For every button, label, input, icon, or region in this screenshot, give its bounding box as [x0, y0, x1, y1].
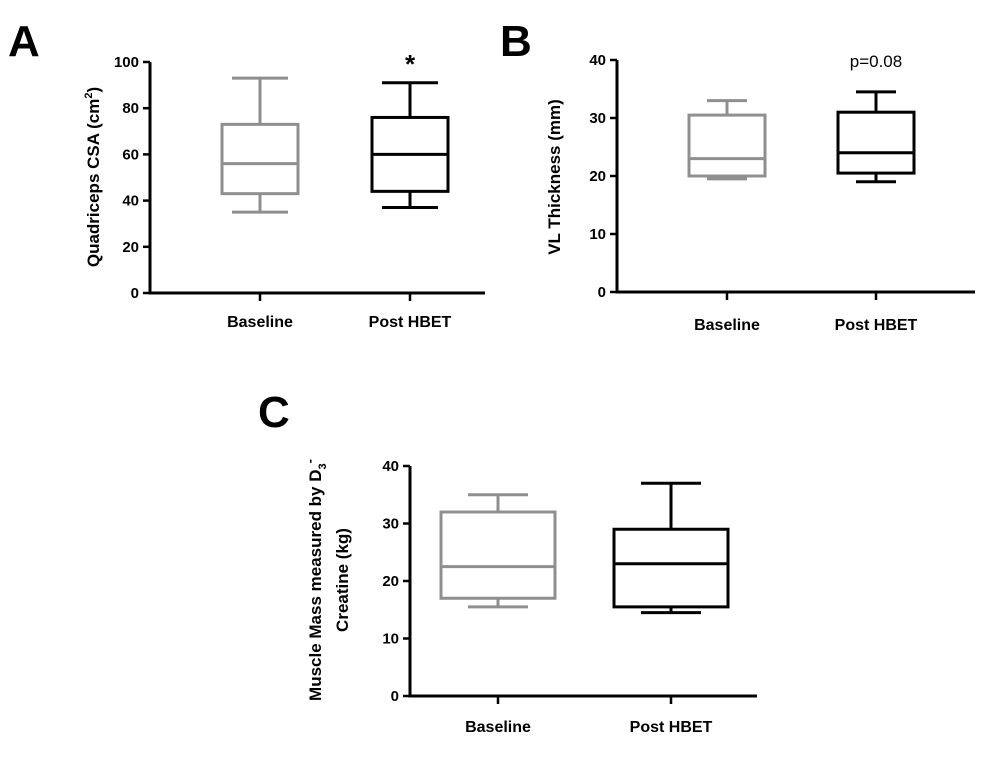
- panel-b-y-tick-label: 20: [589, 168, 606, 185]
- panel-b-axes: 0 10 20 30 40: [589, 52, 975, 301]
- panel-letter-a: A: [8, 17, 40, 66]
- iqr-box: [220, 122, 300, 196]
- panel-c-y-tick-label: 30: [382, 516, 399, 533]
- panel-letter-c: C: [258, 388, 290, 437]
- panel-c-category-label-baseline: Baseline: [465, 719, 531, 736]
- panel-b-category-label-baseline: Baseline: [694, 317, 760, 334]
- panel-a-significance-annotation: *: [405, 49, 416, 79]
- panel-c-boxes: [439, 481, 730, 615]
- panel-b-box-post-hbet: [836, 90, 916, 184]
- iqr-box: [439, 510, 557, 600]
- panel-a-y-tick-label: 80: [122, 100, 139, 117]
- panel-a-y-tick-label: 20: [122, 239, 139, 256]
- panel-c-y-tick-label: 20: [382, 573, 399, 590]
- panel-a-boxes: [220, 76, 450, 214]
- panel-a-y-tick-label: 60: [122, 146, 139, 163]
- panel-a-y-axis-title: Quadriceps CSA (cm2): [83, 87, 103, 267]
- panel-c-box-baseline: [439, 493, 557, 609]
- panel-a-y-tick-label: 40: [122, 193, 139, 210]
- panel-b-y-tick-label: 40: [589, 52, 606, 69]
- panel-b-y-tick-label: 0: [598, 284, 606, 301]
- panel-b-y-tick-label: 30: [589, 110, 606, 127]
- panel-c-y-axis-title-line2: Creatine (kg): [333, 528, 352, 632]
- panel-b-p-value-annotation: p=0.08: [850, 52, 902, 71]
- panel-c: C Muscle Mass measured by D3- Creatine (…: [258, 388, 757, 736]
- panel-c-y-tick-label: 40: [382, 458, 399, 475]
- panel-a-box-baseline: [220, 76, 300, 214]
- panel-letter-b: B: [500, 17, 532, 66]
- panel-a-y-tick-label: 100: [114, 54, 139, 71]
- iqr-box: [612, 527, 730, 609]
- panel-c-y-tick-label: 0: [391, 688, 399, 705]
- panel-b-category-label-post-hbet: Post HBET: [835, 317, 918, 334]
- panel-c-axes: 0 10 20 30 40: [382, 458, 757, 705]
- panel-a-axes: 0 20 40 60 80 100: [114, 54, 485, 302]
- panel-a: A Quadriceps CSA (cm2) 0 20 40 60 80 100 * Ba…: [8, 17, 485, 331]
- panel-a-y-tick-label: 0: [131, 285, 139, 302]
- panel-a-category-label-post-hbet: Post HBET: [369, 314, 452, 331]
- panel-b-box-baseline: [687, 99, 767, 181]
- panel-b-y-axis-title: VL Thickness (mm): [545, 99, 564, 255]
- panel-b: B VL Thickness (mm) 0 10 20 30 40 p=0.08 Bas…: [500, 17, 975, 334]
- panel-c-y-tick-label: 10: [382, 631, 399, 648]
- panel-a-category-label-baseline: Baseline: [227, 314, 293, 331]
- panel-c-y-axis-title-line1: Muscle Mass measured by D3-: [302, 459, 329, 701]
- panel-c-category-label-post-hbet: Post HBET: [630, 719, 713, 736]
- panel-a-box-post-hbet: [370, 81, 450, 210]
- panel-c-box-post-hbet: [612, 481, 730, 615]
- iqr-box: [687, 113, 767, 178]
- panel-b-y-tick-label: 10: [589, 226, 606, 243]
- panel-b-boxes: [687, 90, 916, 184]
- iqr-box: [836, 110, 916, 175]
